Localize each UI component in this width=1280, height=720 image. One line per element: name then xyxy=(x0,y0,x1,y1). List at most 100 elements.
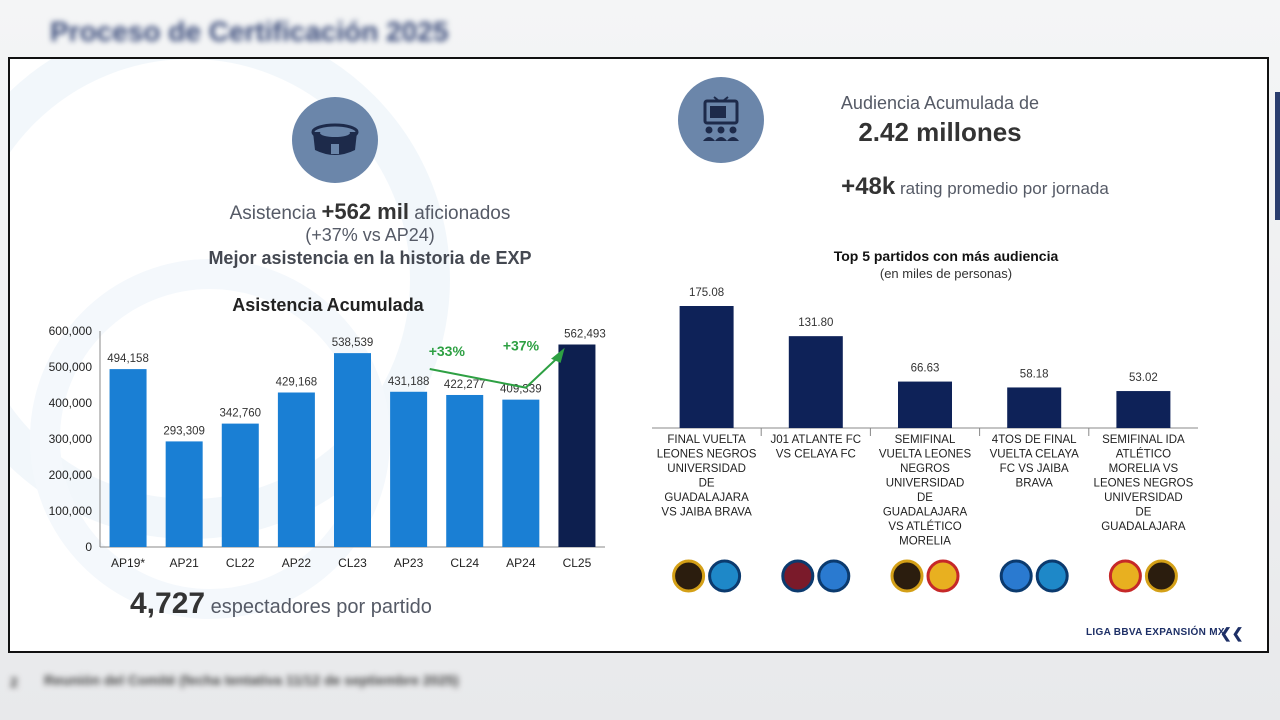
morelia-logo xyxy=(1108,559,1142,593)
y-tick-label: 200,000 xyxy=(49,468,93,482)
x-tick-label-line: BRAVA xyxy=(1016,478,1054,490)
x-tick-label-line: 4TOS DE FINAL xyxy=(992,434,1077,446)
blurred-bullet: 2 xyxy=(10,674,18,690)
x-tick-label: J01 ATLANTE FC VS CELAYA FC xyxy=(771,434,862,461)
bar xyxy=(898,381,952,428)
growth-line xyxy=(429,355,560,389)
rating-stat: +48k rating promedio por jornada xyxy=(745,173,1205,201)
bar-value-label: 293,309 xyxy=(163,425,205,437)
y-tick-label: 400,000 xyxy=(49,396,93,410)
x-tick-label-line: UNIVERSIDAD xyxy=(1104,492,1183,504)
bar-value-label: 53.02 xyxy=(1129,372,1158,384)
x-tick-label-line: ATLÉTICO xyxy=(1116,448,1171,461)
x-tick-label-line: NEGROS xyxy=(900,463,950,475)
x-tick-label-line: VS ATLÉTICO xyxy=(888,520,961,533)
headline-value: +562 mil xyxy=(321,199,409,224)
audience-label: Audiencia Acumulada de xyxy=(840,93,1040,113)
rating-value: +48k xyxy=(841,173,896,200)
bar xyxy=(679,306,734,428)
leones-negros-logo xyxy=(672,559,706,593)
x-tick-label: CL22 xyxy=(226,556,255,569)
y-tick-label: 0 xyxy=(85,540,92,554)
attendance-tagline: Mejor asistencia en la historia de EXP xyxy=(208,248,532,268)
bar xyxy=(1116,391,1171,428)
x-tick-label-line: GUADALAJARA xyxy=(883,507,968,519)
attendance-subline: (+37% vs AP24) xyxy=(305,225,435,245)
x-tick-label: CL24 xyxy=(450,556,479,569)
x-tick-label: SEMIFINAL IDA ATLÉTICO MORELIA VS LEONES NE… xyxy=(1094,434,1194,533)
x-tick-label-line: VS CELAYA FC xyxy=(776,449,856,461)
blurred-page-title: Proceso de Certificación 2025 xyxy=(50,16,449,47)
x-tick-label-line: SEMIFINAL IDA xyxy=(1102,434,1185,446)
blurred-footnote: Reunión del Comité (fecha tentativa 11/1… xyxy=(44,672,459,688)
bar xyxy=(221,423,259,547)
bar-value-label: 429,168 xyxy=(276,376,318,388)
tv-audience-icon xyxy=(678,77,764,163)
per-match-stat: 4,727 espectadores por partido xyxy=(130,587,432,621)
bar-value-label: 431,188 xyxy=(388,376,430,388)
bar-value-label: 538,539 xyxy=(332,337,374,349)
x-tick-label-line: J01 ATLANTE FC xyxy=(771,434,862,446)
x-tick-label-line: FC VS JAIBA xyxy=(1000,463,1069,475)
headline-prefix: Asistencia xyxy=(229,203,317,224)
leones-negros-logo xyxy=(1144,559,1178,593)
leones-negros-logo xyxy=(890,559,924,593)
audience-chart: Top 5 partidos con más audiencia (en mile… xyxy=(652,248,1198,593)
bar xyxy=(109,369,147,547)
y-tick-label: 500,000 xyxy=(49,360,93,374)
audience-value: 2.42 millones xyxy=(858,117,1022,147)
growth-arrowhead xyxy=(551,347,565,363)
bar xyxy=(1007,387,1062,428)
x-tick-label-line: VUELTA CELAYA xyxy=(990,449,1080,461)
jaiba-brava-logo xyxy=(708,559,742,593)
bar xyxy=(334,353,371,547)
bar xyxy=(788,336,843,428)
league-brand: LIGA BBVA EXPANSIÓN MX xyxy=(1086,627,1225,638)
bar-value-label: 342,760 xyxy=(219,408,261,420)
x-tick-label-line: DE xyxy=(917,492,933,504)
x-tick-label-line: MORELIA xyxy=(899,536,951,548)
slide: Asistencia +562 mil aficionados (+37% vs… xyxy=(8,57,1269,653)
y-tick-label: 300,000 xyxy=(49,432,93,446)
bar-value-label: 131.80 xyxy=(798,317,833,329)
x-tick-label: CL25 xyxy=(563,556,592,569)
chart-title: Asistencia Acumulada xyxy=(232,295,424,315)
bar-value-label: 66.63 xyxy=(911,363,940,375)
chart-subtitle: (en miles de personas) xyxy=(880,266,1012,281)
bar xyxy=(277,392,315,547)
bar-value-label: 494,158 xyxy=(107,353,149,365)
x-tick-label-line: VUELTA LEONES xyxy=(879,449,972,461)
rating-label: rating promedio por jornada xyxy=(899,179,1109,198)
per-match-value: 4,727 xyxy=(130,587,206,620)
celaya-logo xyxy=(999,559,1033,593)
x-tick-label-line: LEONES NEGROS xyxy=(657,449,757,461)
x-tick-label-line: VS JAIBA BRAVA xyxy=(661,507,752,519)
x-tick-label-line: GUADALAJARA xyxy=(1101,521,1186,533)
y-tick-label: 600,000 xyxy=(49,324,93,338)
celaya-logo xyxy=(817,559,851,593)
x-tick-label: 4TOS DE FINAL VUELTA CELAYA FC VS JAIBA BRA… xyxy=(990,434,1080,490)
jaiba-brava-logo xyxy=(1035,559,1069,593)
morelia-logo xyxy=(926,559,960,593)
bar-value-label: 409,339 xyxy=(500,384,542,396)
bar-value-label: 562,493 xyxy=(564,329,606,341)
adjacent-slide-edge xyxy=(1275,92,1280,220)
x-tick-label: CL23 xyxy=(338,556,367,569)
x-tick-label: AP23 xyxy=(394,556,424,569)
stadium-icon xyxy=(292,97,378,183)
bar xyxy=(390,391,428,547)
bar xyxy=(446,394,484,547)
x-tick-label-line: FINAL VUELTA xyxy=(667,434,746,446)
headline-suffix: aficionados xyxy=(414,203,511,224)
bar-value-label: 58.18 xyxy=(1020,368,1049,380)
league-chevron-icon: ❮❮ xyxy=(1220,625,1244,641)
bar-value-label: 422,277 xyxy=(444,379,486,391)
chart-title: Top 5 partidos con más audiencia xyxy=(834,248,1059,264)
x-tick-label-line: GUADALAJARA xyxy=(664,492,749,504)
x-tick-label: AP22 xyxy=(282,556,312,569)
bar xyxy=(502,399,540,547)
growth-label: +37% xyxy=(503,338,540,354)
x-tick-label-line: UNIVERSIDAD xyxy=(667,463,746,475)
x-tick-label: FINAL VUELTA LEONES NEGROS UNIVERSIDAD DE GU… xyxy=(657,434,757,519)
